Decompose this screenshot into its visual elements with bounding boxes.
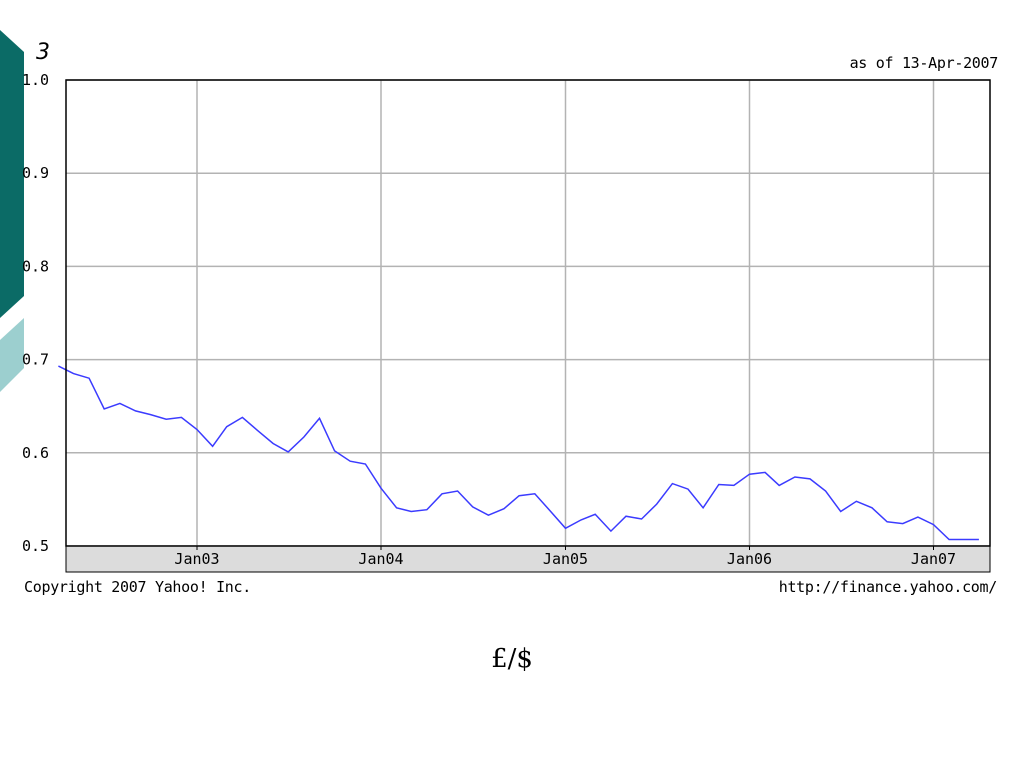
as-of-date: as of 13-Apr-2007 xyxy=(849,54,999,72)
copyright-text: Copyright 2007 Yahoo! Inc. xyxy=(24,578,252,596)
y-tick-label: 0.7 xyxy=(22,351,49,369)
series-line xyxy=(58,365,979,541)
y-tick-label: 1.0 xyxy=(22,71,49,89)
y-tick-label: 0.6 xyxy=(22,444,49,462)
corner-shape-dark xyxy=(0,30,24,318)
y-tick-label: 0.5 xyxy=(22,537,49,555)
x-tick-label: Jan03 xyxy=(174,550,219,568)
exchange-rate-chart: 0.5 0.6 0.7 0.8 0.9 1.0 Jan03 Jan04 Jan05 Jan06 Ja… xyxy=(22,71,991,573)
source-link[interactable]: http://finance.yahoo.com/ xyxy=(778,578,998,596)
x-tick-label: Jan07 xyxy=(911,550,956,568)
slide-number: 3 xyxy=(36,40,50,65)
x-tick-label: Jan06 xyxy=(727,550,772,568)
plot-area xyxy=(66,80,990,546)
chart-caption: £/$ xyxy=(491,644,533,674)
x-tick-label: Jan05 xyxy=(543,550,588,568)
slide-corner-decoration xyxy=(0,30,24,392)
y-tick-label: 0.9 xyxy=(22,164,49,182)
plot-frame xyxy=(65,79,991,547)
corner-shape-light xyxy=(0,318,24,392)
x-tick-label: Jan04 xyxy=(358,550,403,568)
y-tick-label: 0.8 xyxy=(22,257,49,275)
